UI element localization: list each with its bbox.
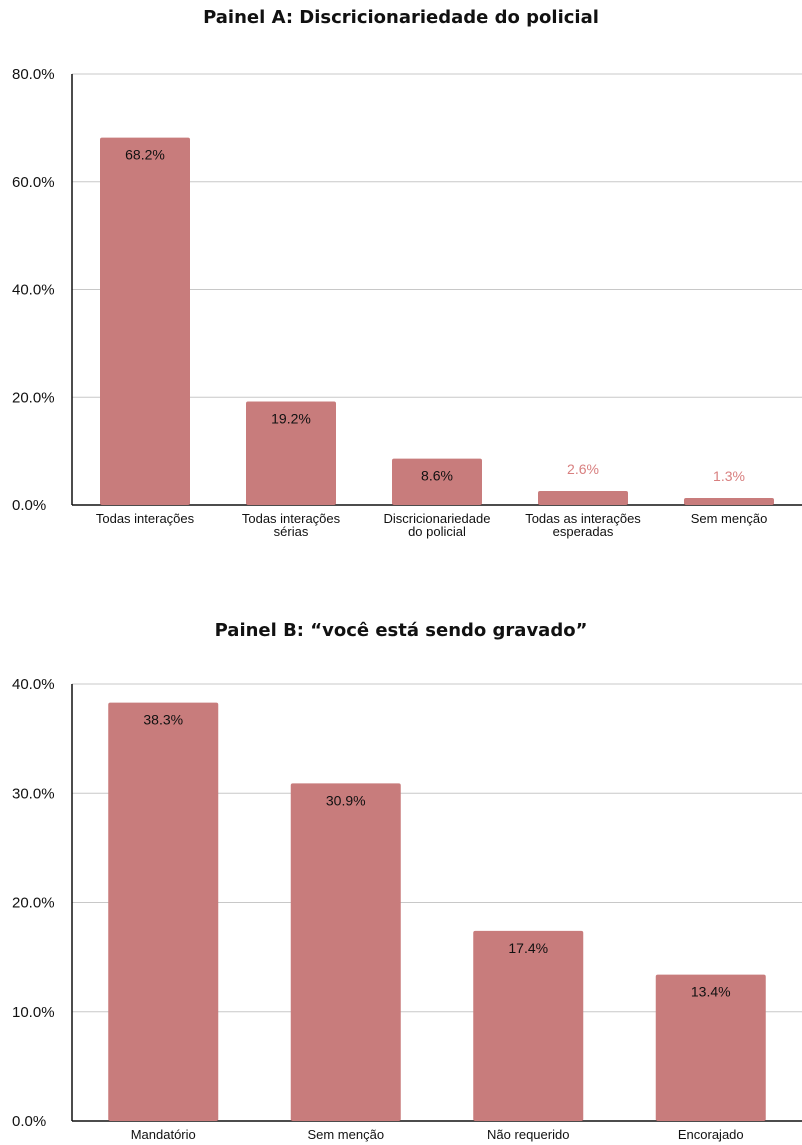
x-tick-label: Mandatório <box>131 1127 196 1142</box>
data-label: 1.3% <box>713 468 745 484</box>
bar <box>473 930 584 1121</box>
chart-title-panel-a: Painel A: Discricionariedade do policial <box>203 7 599 28</box>
bar <box>655 974 766 1121</box>
y-tick-label: 0.0% <box>12 497 46 514</box>
bar <box>100 137 190 505</box>
bar <box>246 401 336 505</box>
data-label: 2.6% <box>567 461 599 477</box>
x-tick-label: Todas interações <box>242 511 341 526</box>
bar-chart-panel-b: 0.0% 10.0% 20.0% 30.0% 40.0% 38.3% Mandatório 3… <box>12 676 802 1142</box>
bar <box>290 783 401 1121</box>
data-label: 38.3% <box>143 712 183 728</box>
y-tick-label: 10.0% <box>12 1004 55 1021</box>
bar <box>684 497 774 505</box>
y-tick-label: 80.0% <box>12 66 55 83</box>
y-tick-label: 40.0% <box>12 282 55 299</box>
y-tick-label: 40.0% <box>12 676 55 693</box>
y-tick-label: 20.0% <box>12 895 55 912</box>
y-tick-label: 0.0% <box>12 1113 46 1130</box>
bar <box>108 702 219 1121</box>
data-label: 68.2% <box>125 147 165 163</box>
x-tick-label: Encorajado <box>678 1127 744 1142</box>
x-tick-label: sérias <box>274 524 309 539</box>
data-label: 13.4% <box>691 984 731 1000</box>
data-label: 30.9% <box>326 792 366 808</box>
x-tick-label: Discricionariedade <box>384 511 491 526</box>
bar <box>392 458 482 505</box>
x-tick-label: Sem menção <box>307 1127 384 1142</box>
y-tick-label: 20.0% <box>12 389 55 406</box>
y-tick-label: 30.0% <box>12 785 55 802</box>
chart-title-panel-b: Painel B: “você está sendo gravado” <box>214 620 588 641</box>
data-label: 8.6% <box>421 468 453 484</box>
data-label: 19.2% <box>271 411 311 427</box>
bar <box>538 490 628 505</box>
x-tick-label: Todas as interações <box>525 511 641 526</box>
data-label: 17.4% <box>508 940 548 956</box>
x-tick-label: do policial <box>408 524 466 539</box>
bar-chart-panel-a: 0.0% 20.0% 40.0% 60.0% 80.0% 68.2% Todas inter… <box>12 66 802 539</box>
x-tick-label: Todas interações <box>96 511 195 526</box>
x-tick-label: esperadas <box>553 524 614 539</box>
x-tick-label: Sem menção <box>691 511 768 526</box>
y-tick-label: 60.0% <box>12 174 55 191</box>
x-tick-label: Não requerido <box>487 1127 569 1142</box>
